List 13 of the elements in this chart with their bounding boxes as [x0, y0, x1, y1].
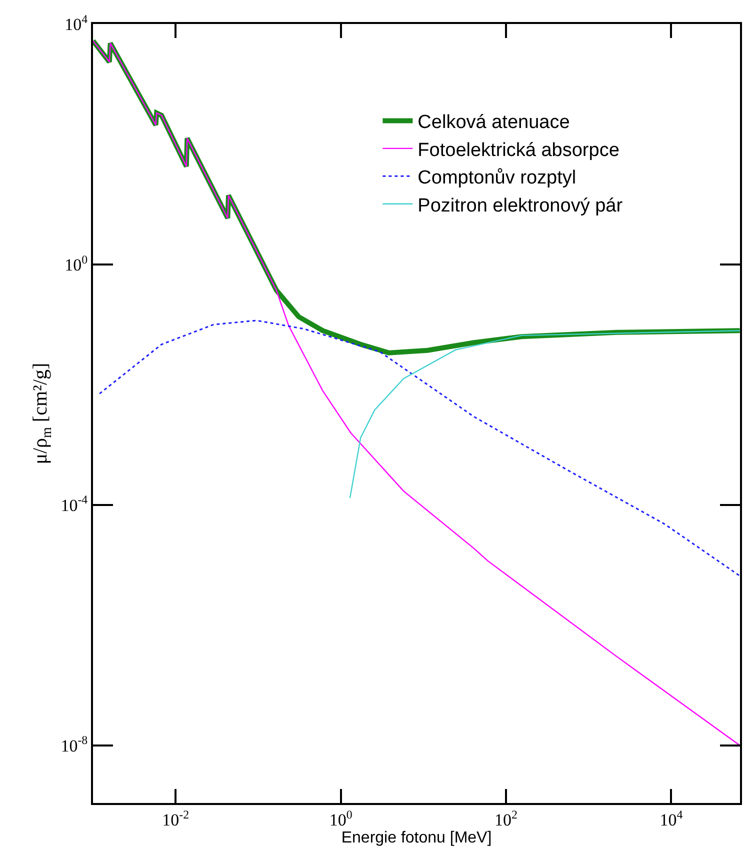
y-tick-label: 10$^{-8}$: [60, 733, 88, 756]
legend-label: Pozitron elektronový pár: [418, 195, 624, 216]
legend-label: Comptonův rozptyl: [418, 168, 576, 189]
x-tick-label: 10$^{2}$: [494, 807, 518, 830]
legend-label: Fotoelektrická absorpce: [418, 140, 620, 161]
y-tick-label: 10$^{0}$: [64, 252, 88, 274]
y-tick-label: 10$^{4}$: [64, 12, 88, 34]
x-tick-label: 10$^{0}$: [329, 807, 352, 830]
legend-label: Celková atenuace: [418, 112, 570, 134]
x-tick-label: 10$^{-2}$: [162, 807, 190, 830]
x-tick-label: 10$^{4}$: [660, 807, 683, 830]
x-axis-title: Energie fotonu [MeV]: [341, 829, 492, 846]
y-tick-label: 10$^{-4}$: [60, 492, 88, 515]
